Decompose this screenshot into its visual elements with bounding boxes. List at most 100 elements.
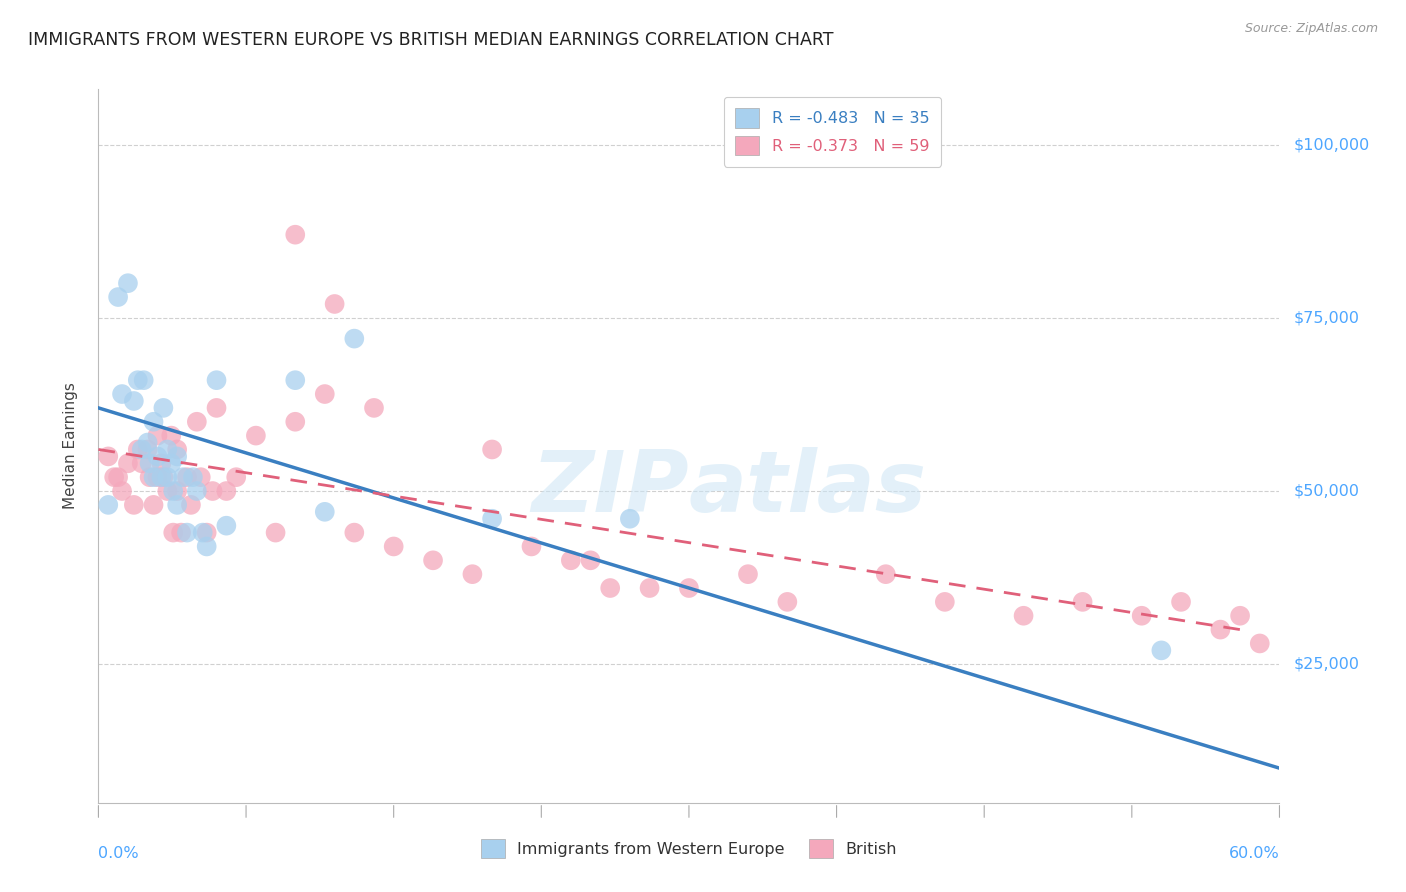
Point (245, 428, 267, 442)
Point (117, 456, 139, 470)
Point (146, 428, 169, 442)
Point (195, 540, 218, 554)
Legend: Immigrants from Western Europe, British: Immigrants from Western Europe, British (472, 830, 905, 866)
Point (638, 581, 661, 595)
Point (205, 373, 228, 387)
Point (138, 456, 160, 470)
Point (875, 567, 897, 582)
Point (176, 470, 198, 484)
Text: Source: ZipAtlas.com: Source: ZipAtlas.com (1244, 22, 1378, 36)
Point (131, 456, 153, 470)
Point (156, 483, 179, 498)
Point (132, 373, 155, 387)
Text: IMMIGRANTS FROM WESTERN EUROPE VS BRITISH MEDIAN EARNINGS CORRELATION CHART: IMMIGRANTS FROM WESTERN EUROPE VS BRITIS… (28, 31, 834, 49)
Point (481, 442, 503, 457)
Point (343, 525, 366, 540)
Point (215, 483, 238, 498)
Text: 60.0%: 60.0% (1229, 846, 1279, 861)
Point (127, 442, 149, 457)
Point (111, 387, 134, 401)
Point (166, 483, 188, 498)
Point (560, 553, 582, 567)
Point (152, 470, 174, 484)
Point (181, 470, 204, 484)
Point (97, 498, 120, 512)
Point (160, 428, 183, 442)
Point (103, 470, 125, 484)
Point (166, 450, 188, 464)
Point (284, 415, 307, 429)
Point (122, 394, 145, 409)
Text: $100,000: $100,000 (1294, 137, 1369, 153)
Point (678, 581, 700, 595)
Point (136, 442, 159, 457)
Point (363, 401, 385, 415)
Point (619, 512, 641, 526)
Point (122, 498, 145, 512)
Point (152, 401, 174, 415)
Point (166, 442, 188, 457)
Point (314, 387, 336, 401)
Point (170, 525, 193, 540)
Point (776, 595, 799, 609)
Point (1229, 608, 1251, 623)
Point (107, 290, 129, 304)
Point (172, 470, 194, 484)
Point (599, 581, 621, 595)
Point (162, 483, 184, 498)
Point (225, 470, 247, 484)
Point (215, 518, 238, 533)
Point (162, 525, 184, 540)
Point (127, 373, 149, 387)
Point (195, 525, 218, 540)
Point (264, 525, 287, 540)
Point (343, 332, 366, 346)
Point (205, 401, 228, 415)
Point (142, 415, 165, 429)
Point (180, 498, 202, 512)
Point (146, 450, 169, 464)
Point (201, 483, 224, 498)
Point (117, 276, 139, 290)
Point (146, 470, 169, 484)
Point (284, 227, 307, 242)
Point (97, 450, 120, 464)
Point (422, 553, 444, 567)
Text: $25,000: $25,000 (1294, 657, 1360, 672)
Point (176, 525, 198, 540)
Point (1071, 595, 1094, 609)
Point (1209, 623, 1232, 637)
Text: $50,000: $50,000 (1294, 483, 1360, 499)
Point (186, 483, 208, 498)
Point (1130, 608, 1153, 623)
Point (142, 470, 165, 484)
Point (150, 456, 173, 470)
Point (1249, 636, 1271, 650)
Point (461, 567, 484, 582)
Point (138, 470, 160, 484)
Text: 0.0%: 0.0% (98, 846, 139, 861)
Point (323, 297, 346, 311)
Point (150, 470, 173, 484)
Text: atlas: atlas (689, 447, 927, 531)
Point (284, 373, 307, 387)
Point (934, 595, 956, 609)
Point (1012, 608, 1035, 623)
Point (190, 470, 212, 484)
Point (737, 567, 759, 582)
Point (156, 442, 179, 457)
Point (191, 525, 214, 540)
Point (186, 415, 208, 429)
Y-axis label: Median Earnings: Median Earnings (63, 383, 77, 509)
Text: ZIP: ZIP (531, 447, 689, 531)
Point (1150, 643, 1173, 657)
Point (156, 470, 179, 484)
Point (107, 470, 129, 484)
Point (166, 498, 188, 512)
Point (579, 553, 602, 567)
Point (382, 540, 405, 554)
Text: $75,000: $75,000 (1294, 310, 1360, 326)
Point (111, 483, 134, 498)
Point (481, 512, 503, 526)
Point (520, 540, 543, 554)
